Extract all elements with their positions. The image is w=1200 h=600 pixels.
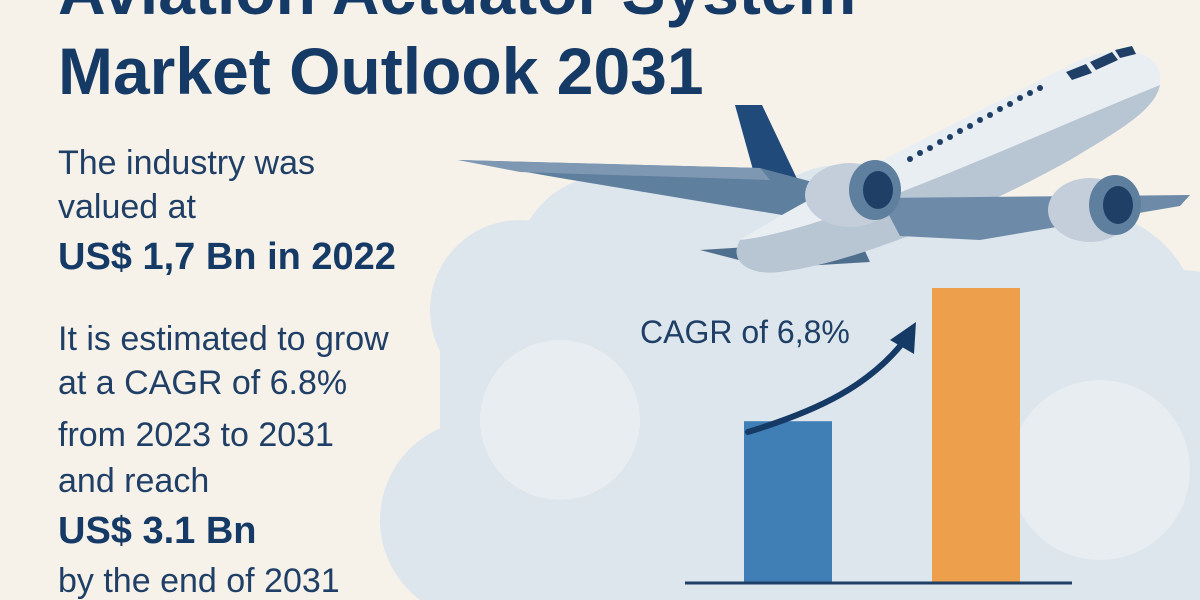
bar-1 — [744, 421, 832, 583]
growth-arrow-head-icon — [890, 322, 916, 354]
growth-arrow-icon — [745, 337, 908, 435]
valued-amount: US$ 1,7 Bn in 2022 — [58, 236, 396, 278]
growth-text-line-1: It is estimated to grow — [58, 320, 389, 358]
airplane-icon — [458, 46, 1190, 273]
growth-text-line-2: at a CAGR of 6.8% — [58, 364, 348, 402]
growth-text-line-3: from 2023 to 2031 — [58, 416, 334, 454]
bar-chart — [744, 288, 1020, 583]
valued-text-line-2: valued at — [58, 188, 196, 226]
page-title-line-1: Aviation Actuator System — [58, 0, 856, 24]
growth-text-line-5: by the end of 2031 — [58, 562, 340, 600]
bar-2 — [932, 288, 1020, 583]
page-title-line-2: Market Outlook 2031 — [58, 34, 704, 108]
growth-amount: US$ 3.1 Bn — [58, 510, 257, 552]
valued-text-line-1: The industry was — [58, 144, 315, 182]
growth-text-line-4: and reach — [58, 462, 210, 500]
cagr-annotation: CAGR of 6,8% — [640, 314, 850, 350]
